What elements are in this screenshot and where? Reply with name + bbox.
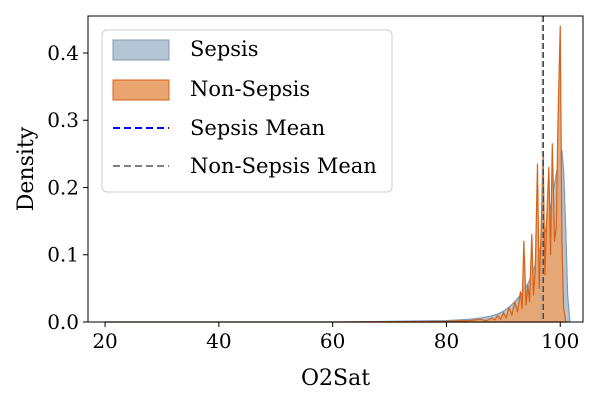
x-tick-label: 60 [320, 329, 345, 353]
density-area-non-sepsis [104, 25, 567, 323]
y-axis-label: Density [14, 126, 39, 211]
x-tick-label: 40 [206, 329, 231, 353]
legend-swatch-sepsis [112, 39, 170, 61]
x-tick-label: 80 [434, 329, 459, 353]
y-tick-label: 0.1 [47, 243, 79, 267]
y-tick-label: 0.0 [47, 310, 79, 334]
x-tick-label: 20 [92, 329, 117, 353]
x-tick-label: 100 [541, 329, 579, 353]
legend-label-sepsis: Sepsis [190, 37, 259, 61]
legend-swatch-non-sepsis [112, 79, 170, 101]
axes: 20 40 60 80 100 0.0 0.1 0.2 0.3 0.4 O2Sat Density [14, 15, 584, 391]
y-tick-label: 0.3 [47, 108, 79, 132]
plot-area [104, 16, 571, 323]
x-axis-label: O2Sat [301, 366, 370, 391]
axes-frame [87, 15, 584, 323]
legend: Sepsis Non-Sepsis Sepsis Mean Non-Sepsis Me… [101, 29, 393, 193]
legend-label-non-sepsis: Non-Sepsis [190, 77, 310, 101]
y-tick-label: 0.4 [47, 41, 79, 65]
legend-label-non-sepsis-mean: Non-Sepsis Mean [190, 154, 377, 178]
legend-box [101, 29, 393, 193]
y-tick-label: 0.2 [47, 175, 79, 199]
legend-label-sepsis-mean: Sepsis Mean [190, 116, 325, 140]
